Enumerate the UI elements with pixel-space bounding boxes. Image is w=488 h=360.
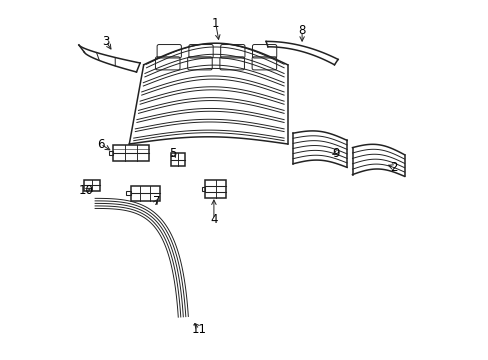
- Text: 7: 7: [152, 195, 160, 208]
- Text: 5: 5: [168, 147, 176, 159]
- Text: 9: 9: [332, 147, 339, 159]
- Text: 3: 3: [102, 35, 109, 48]
- Text: 2: 2: [389, 161, 397, 174]
- Text: 11: 11: [192, 323, 206, 336]
- Text: 1: 1: [211, 17, 219, 30]
- Text: 4: 4: [210, 213, 217, 226]
- Text: 6: 6: [97, 138, 104, 150]
- Text: 10: 10: [79, 184, 93, 197]
- Text: 8: 8: [298, 24, 305, 37]
